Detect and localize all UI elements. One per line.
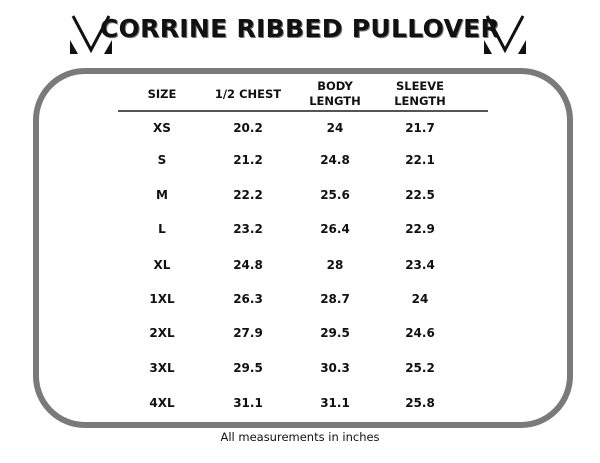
measurement-cell: 24.6: [405, 326, 435, 340]
measurement-cell: 24: [411, 292, 429, 306]
column-header: SLEEVE LENGTH: [394, 79, 446, 108]
measurement-cell: 21.7: [405, 121, 435, 135]
measurement-cell: 24: [326, 121, 344, 135]
measurement-cell: 20.2: [233, 121, 263, 135]
size-label: 1XL: [149, 292, 175, 306]
size-label: L: [158, 222, 166, 236]
size-label: 4XL: [149, 396, 175, 410]
measurement-cell: 31.1: [320, 396, 350, 410]
size-label: S: [157, 153, 167, 167]
measurement-cell: 21.2: [233, 153, 263, 167]
measurement-cell: 24.8: [320, 153, 350, 167]
measurement-cell: 25.2: [405, 361, 435, 375]
measurement-cell: 23.2: [233, 222, 263, 236]
measurement-cell: 22.2: [233, 188, 263, 202]
measurement-cell: 26.4: [320, 222, 350, 236]
measurement-cell: 23.4: [405, 258, 435, 272]
size-label: M: [156, 188, 168, 202]
page-title: CORRINE RIBBED PULLOVER: [99, 14, 501, 43]
measurement-cell: 30.3: [320, 361, 350, 375]
size-label: 3XL: [149, 361, 175, 375]
measurement-cell: 26.3: [233, 292, 263, 306]
measurement-cell: 22.9: [405, 222, 435, 236]
measurement-cell: 29.5: [320, 326, 350, 340]
v-logo-icon: [484, 15, 526, 54]
measurement-cell: 25.8: [405, 396, 435, 410]
measurement-cell: 24.8: [233, 258, 263, 272]
column-header: 1/2 CHEST: [214, 87, 282, 101]
measurement-cell: 29.5: [233, 361, 263, 375]
measurement-cell: 31.1: [233, 396, 263, 410]
measurement-cell: 28.7: [320, 292, 350, 306]
measurement-cell: 22.1: [405, 153, 435, 167]
v-logo-icon: [70, 15, 112, 54]
size-label: XS: [153, 121, 171, 135]
measurement-cell: 27.9: [233, 326, 263, 340]
column-header: BODY LENGTH: [309, 79, 361, 108]
size-label: XL: [153, 258, 171, 272]
size-label: 2XL: [149, 326, 175, 340]
measurement-cell: 28: [326, 258, 344, 272]
footer-note: All measurements in inches: [220, 430, 380, 444]
column-header: SIZE: [147, 87, 177, 101]
header-divider: [118, 110, 488, 112]
measurement-cell: 22.5: [405, 188, 435, 202]
table-frame: [33, 68, 573, 428]
measurement-cell: 25.6: [320, 188, 350, 202]
